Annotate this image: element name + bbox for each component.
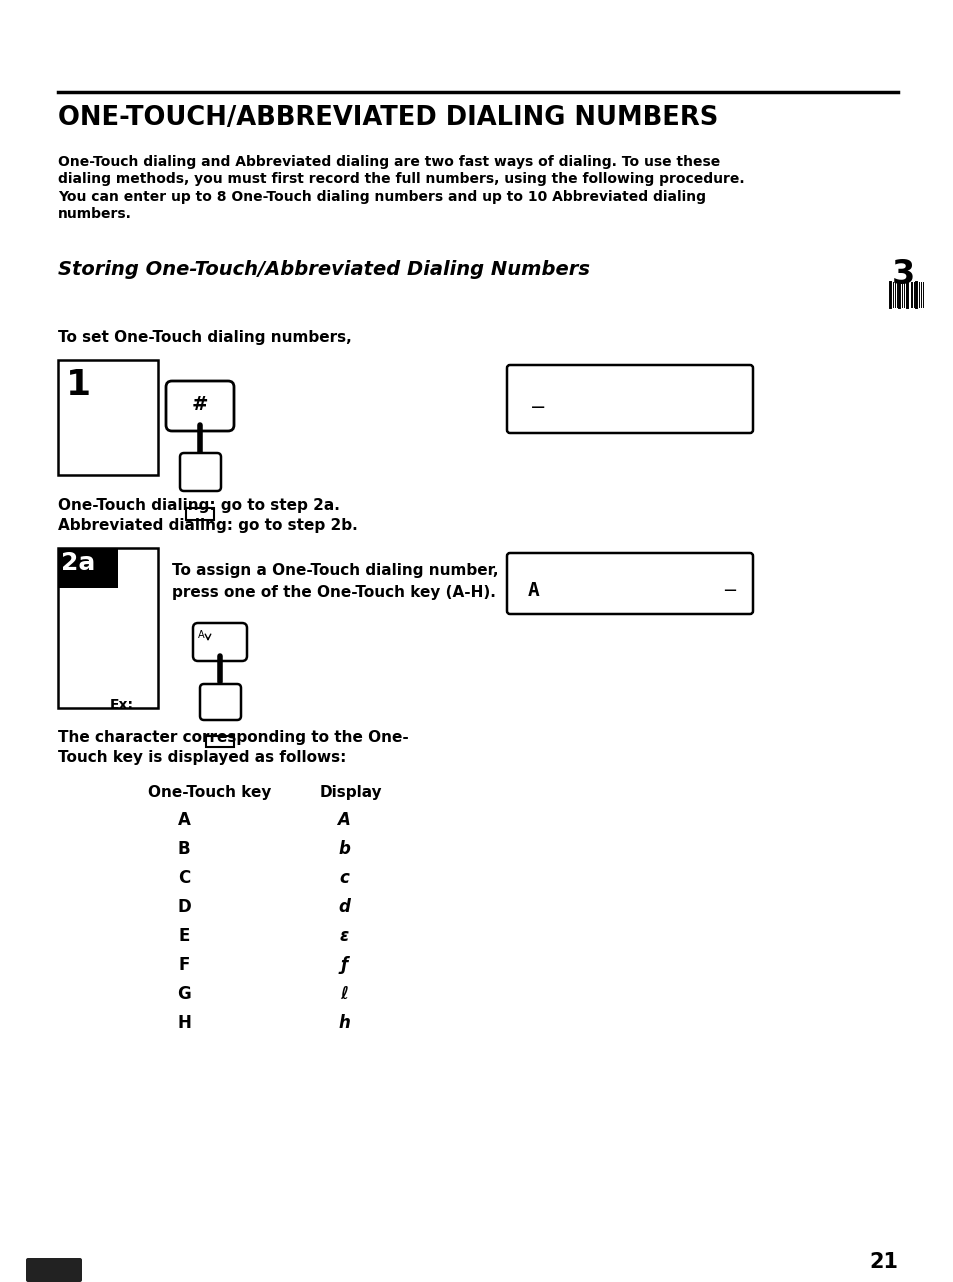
- Text: A: A: [198, 629, 204, 640]
- Text: F: F: [178, 956, 190, 974]
- FancyBboxPatch shape: [506, 365, 752, 433]
- Text: A: A: [527, 582, 539, 600]
- Bar: [206, 736, 233, 747]
- Text: ƒ: ƒ: [340, 956, 347, 974]
- Bar: [186, 508, 213, 520]
- Text: d: d: [337, 897, 350, 917]
- Text: The character corresponding to the One-: The character corresponding to the One-: [58, 729, 408, 745]
- Text: D: D: [177, 897, 191, 917]
- Text: To set One-Touch dialing numbers,: To set One-Touch dialing numbers,: [58, 329, 352, 345]
- Text: −: −: [721, 582, 737, 600]
- Text: Ex:: Ex:: [110, 697, 133, 712]
- Text: Abbreviated dialing: go to step 2b.: Abbreviated dialing: go to step 2b.: [58, 518, 357, 533]
- Text: #: #: [192, 396, 208, 414]
- Text: b: b: [337, 840, 350, 858]
- Text: 3: 3: [891, 258, 914, 291]
- Text: C: C: [177, 869, 190, 887]
- Text: h: h: [337, 1014, 350, 1032]
- Text: 2a: 2a: [61, 551, 95, 576]
- Text: Display: Display: [319, 785, 382, 800]
- Text: To assign a One-Touch dialing number,: To assign a One-Touch dialing number,: [172, 563, 498, 578]
- Text: 21: 21: [868, 1253, 897, 1272]
- Text: You can enter up to 8 One-Touch dialing numbers and up to 10 Abbreviated dialing: You can enter up to 8 One-Touch dialing …: [58, 190, 705, 204]
- Text: ε: ε: [339, 927, 348, 945]
- Text: numbers.: numbers.: [58, 208, 132, 222]
- Text: One-Touch dialing and Abbreviated dialing are two fast ways of dialing. To use t: One-Touch dialing and Abbreviated dialin…: [58, 155, 720, 169]
- FancyBboxPatch shape: [193, 623, 247, 662]
- Bar: [58, 547, 118, 588]
- FancyBboxPatch shape: [166, 381, 233, 431]
- Text: Storing One-Touch/Abbreviated Dialing Numbers: Storing One-Touch/Abbreviated Dialing Nu…: [58, 260, 589, 279]
- Text: One-Touch key: One-Touch key: [148, 785, 271, 800]
- Text: H: H: [177, 1014, 191, 1032]
- Text: ℓ: ℓ: [339, 985, 348, 1003]
- Text: −: −: [530, 399, 546, 418]
- Text: A: A: [177, 812, 191, 829]
- FancyBboxPatch shape: [506, 553, 752, 614]
- Text: E: E: [178, 927, 190, 945]
- Text: c: c: [338, 869, 349, 887]
- Text: 1: 1: [66, 368, 91, 403]
- Text: ONE-TOUCH/ABBREVIATED DIALING NUMBERS: ONE-TOUCH/ABBREVIATED DIALING NUMBERS: [58, 105, 718, 131]
- Bar: [58, 547, 158, 708]
- FancyBboxPatch shape: [200, 685, 241, 720]
- Text: press one of the One-Touch key (A-H).: press one of the One-Touch key (A-H).: [172, 585, 496, 600]
- Text: dialing methods, you must first record the full numbers, using the following pro: dialing methods, you must first record t…: [58, 173, 744, 186]
- Text: One-Touch dialing: go to step 2a.: One-Touch dialing: go to step 2a.: [58, 497, 339, 513]
- Text: G: G: [177, 985, 191, 1003]
- Text: Touch key is displayed as follows:: Touch key is displayed as follows:: [58, 750, 346, 765]
- Bar: [58, 360, 158, 476]
- FancyBboxPatch shape: [180, 453, 221, 491]
- FancyBboxPatch shape: [26, 1258, 82, 1282]
- Text: A: A: [337, 812, 350, 829]
- Text: B: B: [177, 840, 190, 858]
